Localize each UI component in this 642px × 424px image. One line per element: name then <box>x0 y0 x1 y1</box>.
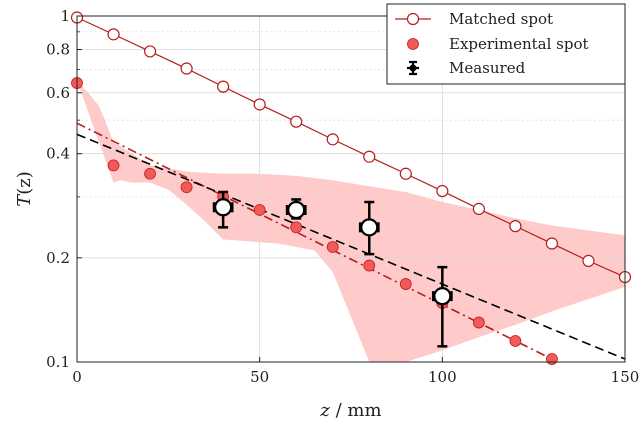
matched-spot-marker <box>107 28 120 41</box>
experimental-spot-marker <box>472 316 485 329</box>
legend: Matched spot Experimental spot Measured <box>386 3 626 85</box>
matched-spot-marker <box>582 254 595 267</box>
legend-marker <box>406 12 420 26</box>
measured-point <box>212 190 234 229</box>
legend-box <box>386 3 626 85</box>
experimental-spot-marker <box>180 181 193 194</box>
experimental-spot-marker <box>363 259 376 272</box>
y-axis-var: T <box>14 193 35 207</box>
x-tick-label: 100 <box>428 368 457 386</box>
experimental-spot-marker <box>290 221 303 234</box>
legend-entry: Experimental spot <box>407 35 589 53</box>
y-axis-label: T(z) <box>14 171 35 207</box>
legend-label: Measured <box>449 59 526 77</box>
x-tick-label: 150 <box>611 368 640 386</box>
fit-line <box>76 122 553 360</box>
matched-spot-marker <box>290 115 303 128</box>
matched-spot-marker <box>253 98 266 111</box>
plot-frame <box>76 15 626 363</box>
y-tick-label: 1 <box>60 7 70 25</box>
matched-spot-marker <box>472 202 485 216</box>
matched-spot-marker <box>180 62 193 75</box>
legend-label: Experimental spot <box>449 35 589 53</box>
x-axis-label: z / mm <box>319 400 381 421</box>
measured-marker <box>433 287 452 306</box>
measured-marker <box>360 218 379 237</box>
experimental-spot-marker <box>326 241 339 253</box>
measured-point <box>285 198 307 220</box>
y-axis-arg: (z) <box>14 171 35 195</box>
uncertainty-band <box>77 80 625 362</box>
matched-spot-line <box>76 16 626 278</box>
measured-point <box>358 200 380 256</box>
matched-spot-marker <box>399 167 412 180</box>
matched-spot-marker <box>363 150 376 163</box>
legend-marker <box>407 38 419 50</box>
matched-spot-marker <box>217 80 230 93</box>
matched-spot-marker <box>143 45 157 58</box>
measured-marker <box>214 198 233 217</box>
matched-spot-marker <box>545 237 559 250</box>
y-tick-label: 0.2 <box>46 249 70 267</box>
uncertainty-band-area <box>77 80 625 362</box>
ticks: 0 50 100 150 0.1 0.2 0.4 0.6 0.8 1 <box>46 7 639 386</box>
y-tick-label: 0.6 <box>46 84 70 102</box>
measured-point <box>431 265 453 348</box>
axis-labels: z / mm T(z) <box>14 171 382 421</box>
legend-entry: Matched spot <box>395 10 553 28</box>
legend-label: Matched spot <box>449 10 553 28</box>
experimental-spot-marker <box>144 167 156 180</box>
x-tick-label: 0 <box>72 368 82 386</box>
legend-marker <box>409 64 417 72</box>
measured-marker <box>287 200 306 220</box>
matched-spot-marker <box>509 220 522 233</box>
y-tick-label: 0.4 <box>46 145 70 163</box>
x-axis-unit: / mm <box>330 400 382 421</box>
experimental-spot-marker <box>546 353 558 365</box>
matched-spot-marker <box>326 133 339 146</box>
experimental-spot-marker <box>253 204 266 216</box>
x-axis-var: z <box>319 400 330 421</box>
experimental-spot-marker <box>107 159 120 172</box>
y-tick-label: 0.1 <box>46 353 70 371</box>
experimental-spot-marker <box>509 335 522 347</box>
matched-spot-marker <box>436 184 449 198</box>
y-tick-label: 0.8 <box>46 41 70 59</box>
fit-lines <box>76 122 626 360</box>
fit-line <box>76 133 626 360</box>
x-tick-label: 50 <box>250 368 269 386</box>
legend-entry: Measured <box>407 59 526 77</box>
experimental-spot-marker <box>399 278 412 290</box>
